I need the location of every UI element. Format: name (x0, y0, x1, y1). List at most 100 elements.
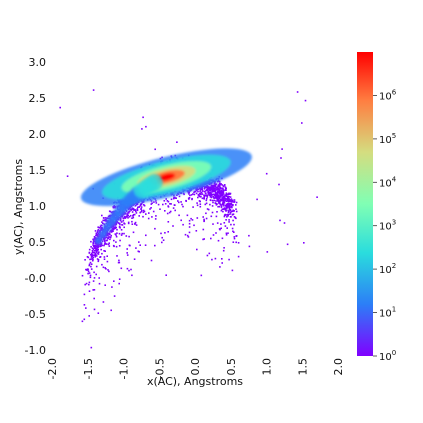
density-point (145, 125, 147, 128)
density-point (131, 211, 134, 213)
density-point (219, 187, 222, 190)
density-point (96, 231, 99, 234)
density-point (89, 261, 92, 264)
density-point (216, 211, 218, 213)
density-point (136, 209, 139, 211)
density-point (97, 260, 100, 263)
density-point (133, 213, 136, 216)
density-point (143, 204, 145, 206)
density-point (218, 205, 221, 208)
density-point (185, 199, 187, 202)
density-point (154, 227, 156, 230)
density-point (217, 191, 220, 193)
density-point (93, 271, 95, 274)
density-point (205, 199, 208, 202)
density-point (100, 227, 102, 230)
density-point (121, 224, 124, 226)
density-point (95, 244, 97, 247)
colorbar-tick-label: 103 (379, 219, 396, 233)
density-point (114, 205, 116, 208)
density-point (114, 226, 117, 228)
density-point (211, 211, 214, 214)
density-point (140, 203, 143, 206)
density-point (155, 202, 158, 204)
density-point (191, 219, 194, 221)
density-point (196, 202, 198, 204)
density-point (110, 234, 112, 237)
density-point (233, 210, 235, 212)
density-point (116, 228, 118, 231)
colorbar-tick-label: 102 (379, 262, 396, 276)
density-point (230, 216, 232, 218)
density-point (219, 182, 221, 185)
density-point (221, 192, 223, 194)
x-tick-label: -1.0 (118, 358, 131, 379)
density-point (225, 209, 228, 211)
density-point (108, 210, 111, 212)
density-point (216, 193, 218, 196)
density-point (215, 192, 218, 194)
density-point (164, 210, 166, 212)
density-point (165, 198, 167, 200)
density-point (211, 188, 213, 190)
x-axis: -2.0 -1.5 -1.0 -0.5 0.0 0.5 1.0 1.5 2.0 (46, 358, 345, 379)
density-point (227, 210, 230, 212)
x-tick-label: 1.5 (296, 358, 309, 376)
density-point (227, 202, 229, 205)
density-point (120, 229, 123, 231)
density-point (219, 204, 222, 206)
y-axis: -1.0 -0.5 -0.0 0.5 1.0 1.5 2.0 2.5 3.0 (25, 56, 46, 357)
density-point (91, 257, 93, 260)
density-point (148, 212, 150, 214)
density-point (203, 188, 206, 190)
density-point (223, 196, 226, 198)
density-point (206, 254, 209, 257)
density-point (206, 208, 209, 210)
density-point (199, 200, 201, 203)
density-point (140, 210, 143, 213)
density-point (103, 244, 105, 247)
density-point (103, 256, 106, 258)
density-point (196, 248, 198, 251)
density-point (93, 297, 95, 300)
density-point (138, 250, 140, 253)
density-point (102, 222, 104, 225)
density-point (107, 236, 109, 239)
density-point (219, 190, 221, 193)
density-point (216, 203, 218, 205)
density-point (222, 202, 224, 204)
density-point (139, 244, 141, 246)
density-point (135, 212, 138, 214)
density-point (224, 199, 227, 202)
density-point (303, 242, 305, 244)
density-point (102, 266, 105, 269)
density-point (212, 195, 214, 198)
density-point (196, 204, 199, 207)
density-point (235, 241, 237, 244)
density-point (166, 200, 169, 202)
density-point (230, 200, 232, 202)
density-point (94, 256, 96, 258)
density-point (172, 197, 175, 200)
density-point (188, 226, 191, 228)
density-point (217, 192, 220, 194)
density-point (97, 246, 99, 249)
density-point (203, 195, 206, 198)
density-point (134, 222, 136, 225)
density-point (110, 229, 112, 232)
density-point (222, 185, 225, 188)
density-point (164, 203, 167, 205)
density-point (225, 206, 228, 208)
density-point (140, 208, 143, 210)
density-point (182, 205, 184, 208)
density-point (112, 230, 114, 232)
density-point (162, 203, 164, 206)
density-point (120, 267, 123, 270)
density-point (182, 192, 185, 195)
density-point (227, 200, 230, 203)
density-point (92, 254, 94, 257)
density-point (126, 267, 129, 270)
density-point (196, 217, 199, 219)
y-tick-label: -1.0 (25, 344, 46, 357)
colorbar-tick-label: 100 (379, 349, 396, 363)
